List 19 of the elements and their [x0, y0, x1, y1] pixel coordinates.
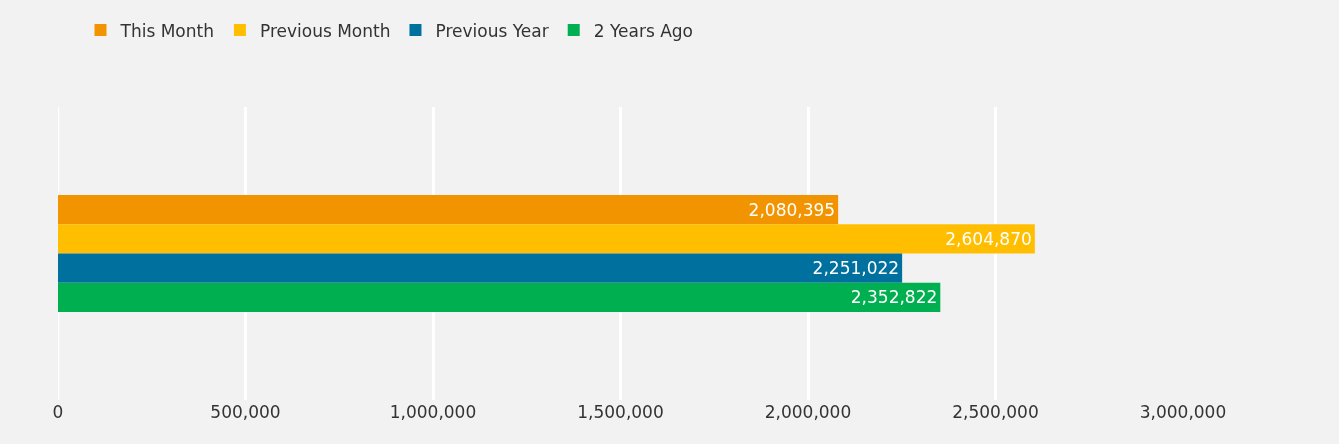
legend-label: Previous Month	[259, 20, 391, 41]
bar	[58, 194, 839, 225]
bar	[58, 282, 941, 313]
x-tick-label: 3,000,000	[1139, 402, 1227, 422]
bar	[58, 224, 1035, 254]
x-tick-label: 2,000,000	[764, 402, 852, 422]
text: 2,080,395	[748, 199, 836, 220]
x-tick-label: 500,000	[210, 402, 281, 422]
x-tick-label: 2,500,000	[952, 402, 1039, 422]
legend-label: 2 Years Ago	[593, 20, 694, 41]
x-tick-label: 1,000,000	[389, 402, 477, 422]
legend-label: This Month	[119, 20, 214, 41]
bar	[58, 253, 903, 283]
text: 2,604,870	[945, 228, 1032, 249]
text: 2,251,022	[812, 258, 900, 279]
legend-label: Previous Year	[435, 20, 549, 41]
x-tick-label: 1,500,000	[577, 402, 664, 422]
text: 2,352,822	[850, 287, 938, 308]
x-tick-label: 0	[52, 402, 64, 422]
